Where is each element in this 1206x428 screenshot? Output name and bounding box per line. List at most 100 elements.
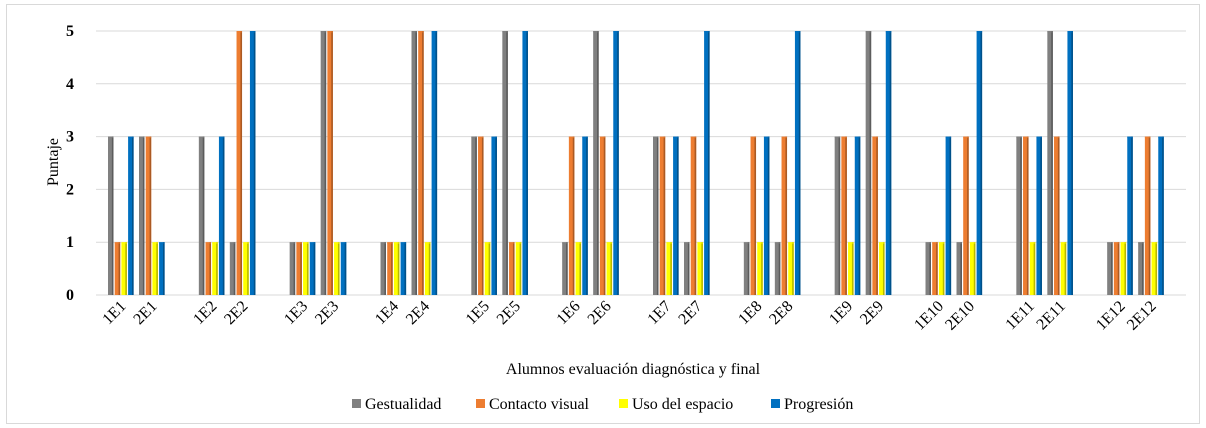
legend-swatch [352,399,361,408]
bar [750,136,757,295]
bar-body [945,136,952,295]
bar-top [198,136,205,139]
x-tick-label: 2E3 [312,298,342,328]
bar-side [761,242,763,295]
bar [205,242,212,295]
bar-top [653,136,659,139]
bar [834,136,841,295]
bar-body [139,136,145,295]
bar-body [582,136,588,295]
bar-side [293,242,296,295]
bar-side [889,31,892,295]
bar [400,242,407,295]
bar [327,31,333,295]
bar-side [202,136,205,295]
y-tick-label: 2 [66,181,74,198]
bar [568,136,575,295]
bar-body [841,136,847,295]
bar-top [121,242,127,244]
bar-body [1023,136,1029,295]
bar-body [212,242,218,295]
bar-top [956,242,962,244]
bar-side [519,242,522,295]
bar-side [337,242,340,295]
bar-side [1020,136,1022,295]
bar-side [1148,136,1151,295]
bar-body [743,242,750,295]
x-tick-label: 1E9 [826,298,856,328]
bar-body [1029,242,1036,295]
bar-top [509,242,515,244]
bar [945,136,952,295]
bar-side [313,242,316,295]
bar [1127,136,1133,295]
bar-side [754,136,757,295]
bar-side [481,136,484,295]
bar-body [774,242,781,295]
bar-top [599,136,606,139]
legend-swatch [771,399,780,408]
bar-top [471,136,477,139]
bar [562,242,568,295]
legend-item: Uso del espacio [619,396,733,413]
bar-body [309,242,316,295]
bar [152,242,158,295]
bar-top [340,242,347,244]
bar-top [673,136,679,139]
bar [593,31,599,295]
bar-side [435,31,438,295]
bar [309,242,316,295]
bar-top [108,136,114,139]
bar [198,136,205,295]
bar-top [114,242,121,244]
bar [659,136,666,295]
bar-body [697,242,703,295]
bar [320,31,327,295]
bar-top [613,31,619,33]
bar-side [111,136,114,295]
bar [704,31,710,295]
bar [249,31,256,295]
bar-top [205,242,212,244]
bar [938,242,945,295]
bar-body [1138,242,1144,295]
bar-top [865,31,872,33]
bar-side [1040,136,1042,295]
bar-body [1127,136,1133,295]
bar-top [1067,31,1073,33]
bar-body [114,242,121,295]
bar-side [506,31,508,295]
bar [1113,242,1120,295]
bar [431,31,438,295]
bar [212,242,218,295]
bar-top [334,242,340,244]
x-tick-label: 2E4 [403,298,433,328]
bar-body [340,242,347,295]
x-tick-label: 2E10 [942,298,978,334]
bar-body [411,31,417,295]
bar-body [1158,136,1164,295]
bar-body [599,136,606,295]
bar [471,136,477,295]
bar [1151,242,1158,295]
bar-body [1067,31,1073,295]
bar-side [566,242,568,295]
bar-top [289,242,296,244]
bar-side [792,242,794,295]
bar-top [212,242,218,244]
x-tick-label: 2E2 [221,298,251,328]
bar-body [938,242,945,295]
bar-body [690,136,697,295]
bar-top [1127,136,1133,139]
bar-top [969,242,976,244]
bar-side [391,242,393,295]
x-tick-label: 1E10 [911,298,947,334]
bar-side [929,242,931,295]
bar [774,242,781,295]
bar [1036,136,1042,295]
bar-side [1026,136,1029,295]
bar-top [515,242,522,244]
bar-body [478,136,484,295]
bar-body [1151,242,1158,295]
